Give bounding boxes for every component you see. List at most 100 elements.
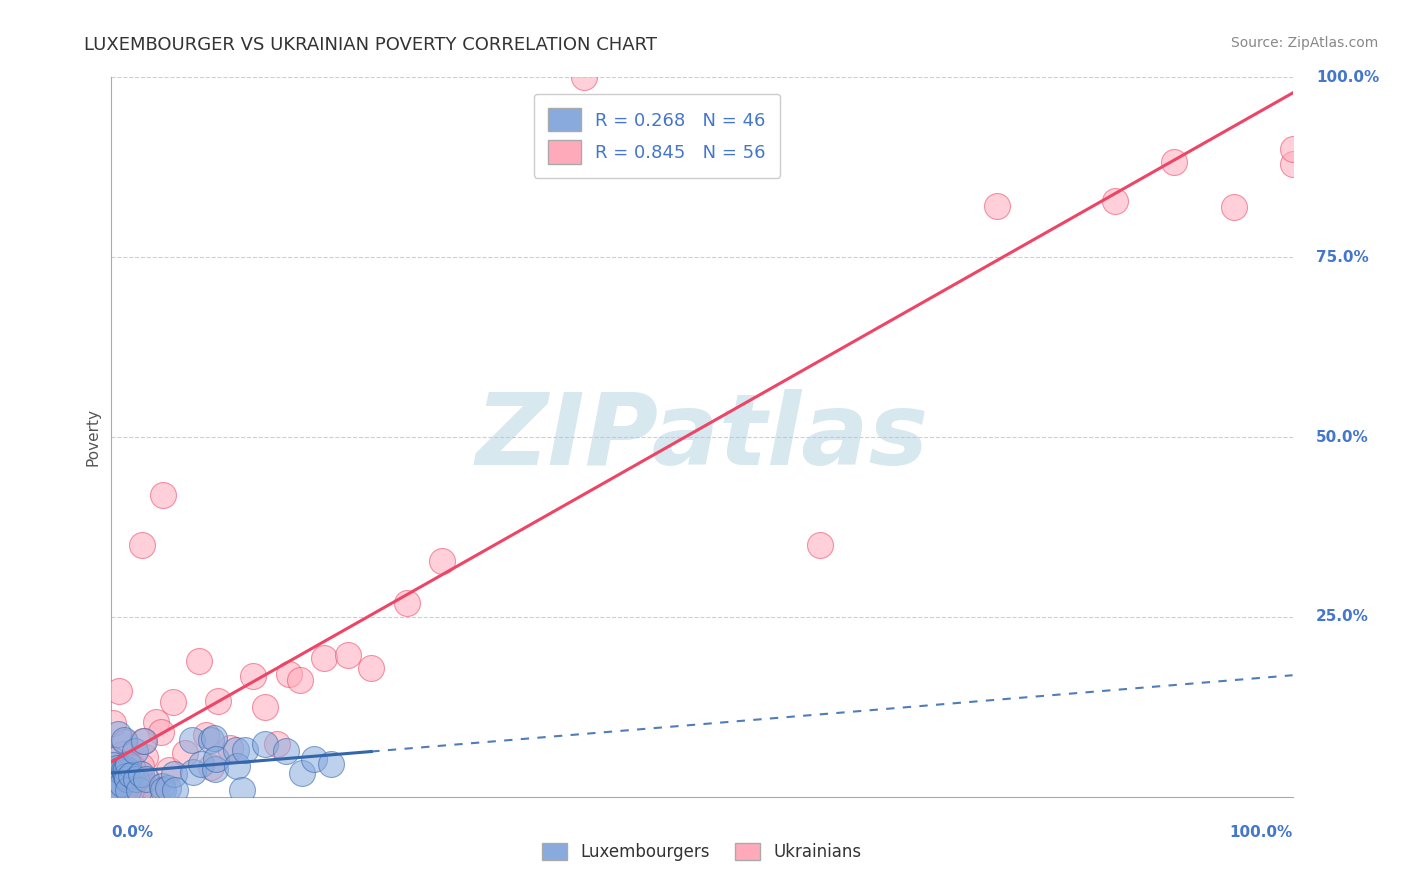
Point xyxy=(128,771,150,785)
Text: Source: ZipAtlas.com: Source: ZipAtlas.com xyxy=(1230,36,1378,50)
Point xyxy=(115,762,138,776)
Point xyxy=(103,765,125,780)
Y-axis label: Poverty: Poverty xyxy=(86,408,100,467)
Point xyxy=(108,780,131,795)
Point xyxy=(360,661,382,675)
Point xyxy=(430,554,453,568)
Point xyxy=(395,596,418,610)
Point xyxy=(1281,157,1303,171)
Point xyxy=(132,734,155,748)
Point xyxy=(157,781,180,796)
Point xyxy=(986,199,1008,213)
Point xyxy=(112,782,135,797)
Point xyxy=(114,782,136,797)
Point xyxy=(572,70,595,85)
Point xyxy=(266,737,288,751)
Point xyxy=(181,765,204,780)
Text: ZIPatlas: ZIPatlas xyxy=(475,389,928,485)
Point xyxy=(152,782,174,797)
Point xyxy=(105,782,128,797)
Point xyxy=(115,769,138,783)
Point xyxy=(118,755,141,769)
Point xyxy=(132,734,155,748)
Point xyxy=(103,782,125,797)
Point xyxy=(149,725,172,739)
Point xyxy=(111,782,134,797)
Point xyxy=(141,780,163,794)
Point xyxy=(225,743,247,757)
Point xyxy=(204,752,226,766)
Point xyxy=(218,740,240,755)
Point xyxy=(276,743,298,757)
Point xyxy=(1222,200,1244,214)
Point xyxy=(1281,142,1303,156)
Point xyxy=(112,732,135,747)
Point xyxy=(336,648,359,663)
Point xyxy=(131,538,153,552)
Point xyxy=(152,779,174,793)
Point xyxy=(190,757,212,772)
Point xyxy=(1163,154,1185,169)
Point xyxy=(253,699,276,714)
Point xyxy=(120,782,142,797)
Point xyxy=(135,772,157,786)
Text: 100.0%: 100.0% xyxy=(1316,70,1379,85)
Point xyxy=(204,762,226,776)
Point xyxy=(233,743,256,757)
Point xyxy=(124,772,146,787)
Point xyxy=(163,767,186,781)
Point xyxy=(120,768,142,782)
Point xyxy=(808,538,831,552)
Point xyxy=(174,747,197,761)
Point xyxy=(242,668,264,682)
Point xyxy=(128,782,150,797)
Point xyxy=(207,694,229,708)
Point xyxy=(101,757,124,772)
Point xyxy=(194,728,217,742)
Point xyxy=(101,753,124,767)
Point xyxy=(690,106,713,120)
Point xyxy=(103,782,125,797)
Point xyxy=(188,654,211,668)
Point xyxy=(117,782,139,797)
Text: 75.0%: 75.0% xyxy=(1316,250,1369,265)
Point xyxy=(129,767,152,781)
Point xyxy=(291,766,314,780)
Point xyxy=(124,744,146,758)
Point xyxy=(165,782,187,797)
Point xyxy=(121,760,143,774)
Point xyxy=(202,731,225,745)
Text: 25.0%: 25.0% xyxy=(1316,609,1369,624)
Point xyxy=(107,763,129,777)
Point xyxy=(101,781,124,796)
Point xyxy=(226,759,249,773)
Point xyxy=(134,750,156,764)
Point xyxy=(152,488,174,502)
Point xyxy=(114,735,136,749)
Point xyxy=(290,673,312,687)
Point xyxy=(115,772,138,787)
Text: 100.0%: 100.0% xyxy=(1229,825,1292,840)
Point xyxy=(157,763,180,777)
Point xyxy=(231,782,253,797)
Point xyxy=(1104,194,1126,208)
Point xyxy=(101,782,124,797)
Text: 50.0%: 50.0% xyxy=(1316,430,1369,444)
Point xyxy=(107,683,129,698)
Point xyxy=(111,747,134,761)
Point xyxy=(112,763,135,777)
Point xyxy=(145,714,167,729)
Point xyxy=(145,782,167,797)
Point xyxy=(254,737,277,751)
Point xyxy=(200,732,222,747)
Point xyxy=(180,733,202,747)
Point xyxy=(103,782,125,797)
Point xyxy=(319,757,342,772)
Point xyxy=(312,651,335,665)
Point xyxy=(138,782,160,797)
Legend: Luxembourgers, Ukrainians: Luxembourgers, Ukrainians xyxy=(536,836,869,868)
Point xyxy=(277,667,299,681)
Point xyxy=(162,695,184,709)
Text: 0.0%: 0.0% xyxy=(111,825,153,840)
Point xyxy=(129,759,152,773)
